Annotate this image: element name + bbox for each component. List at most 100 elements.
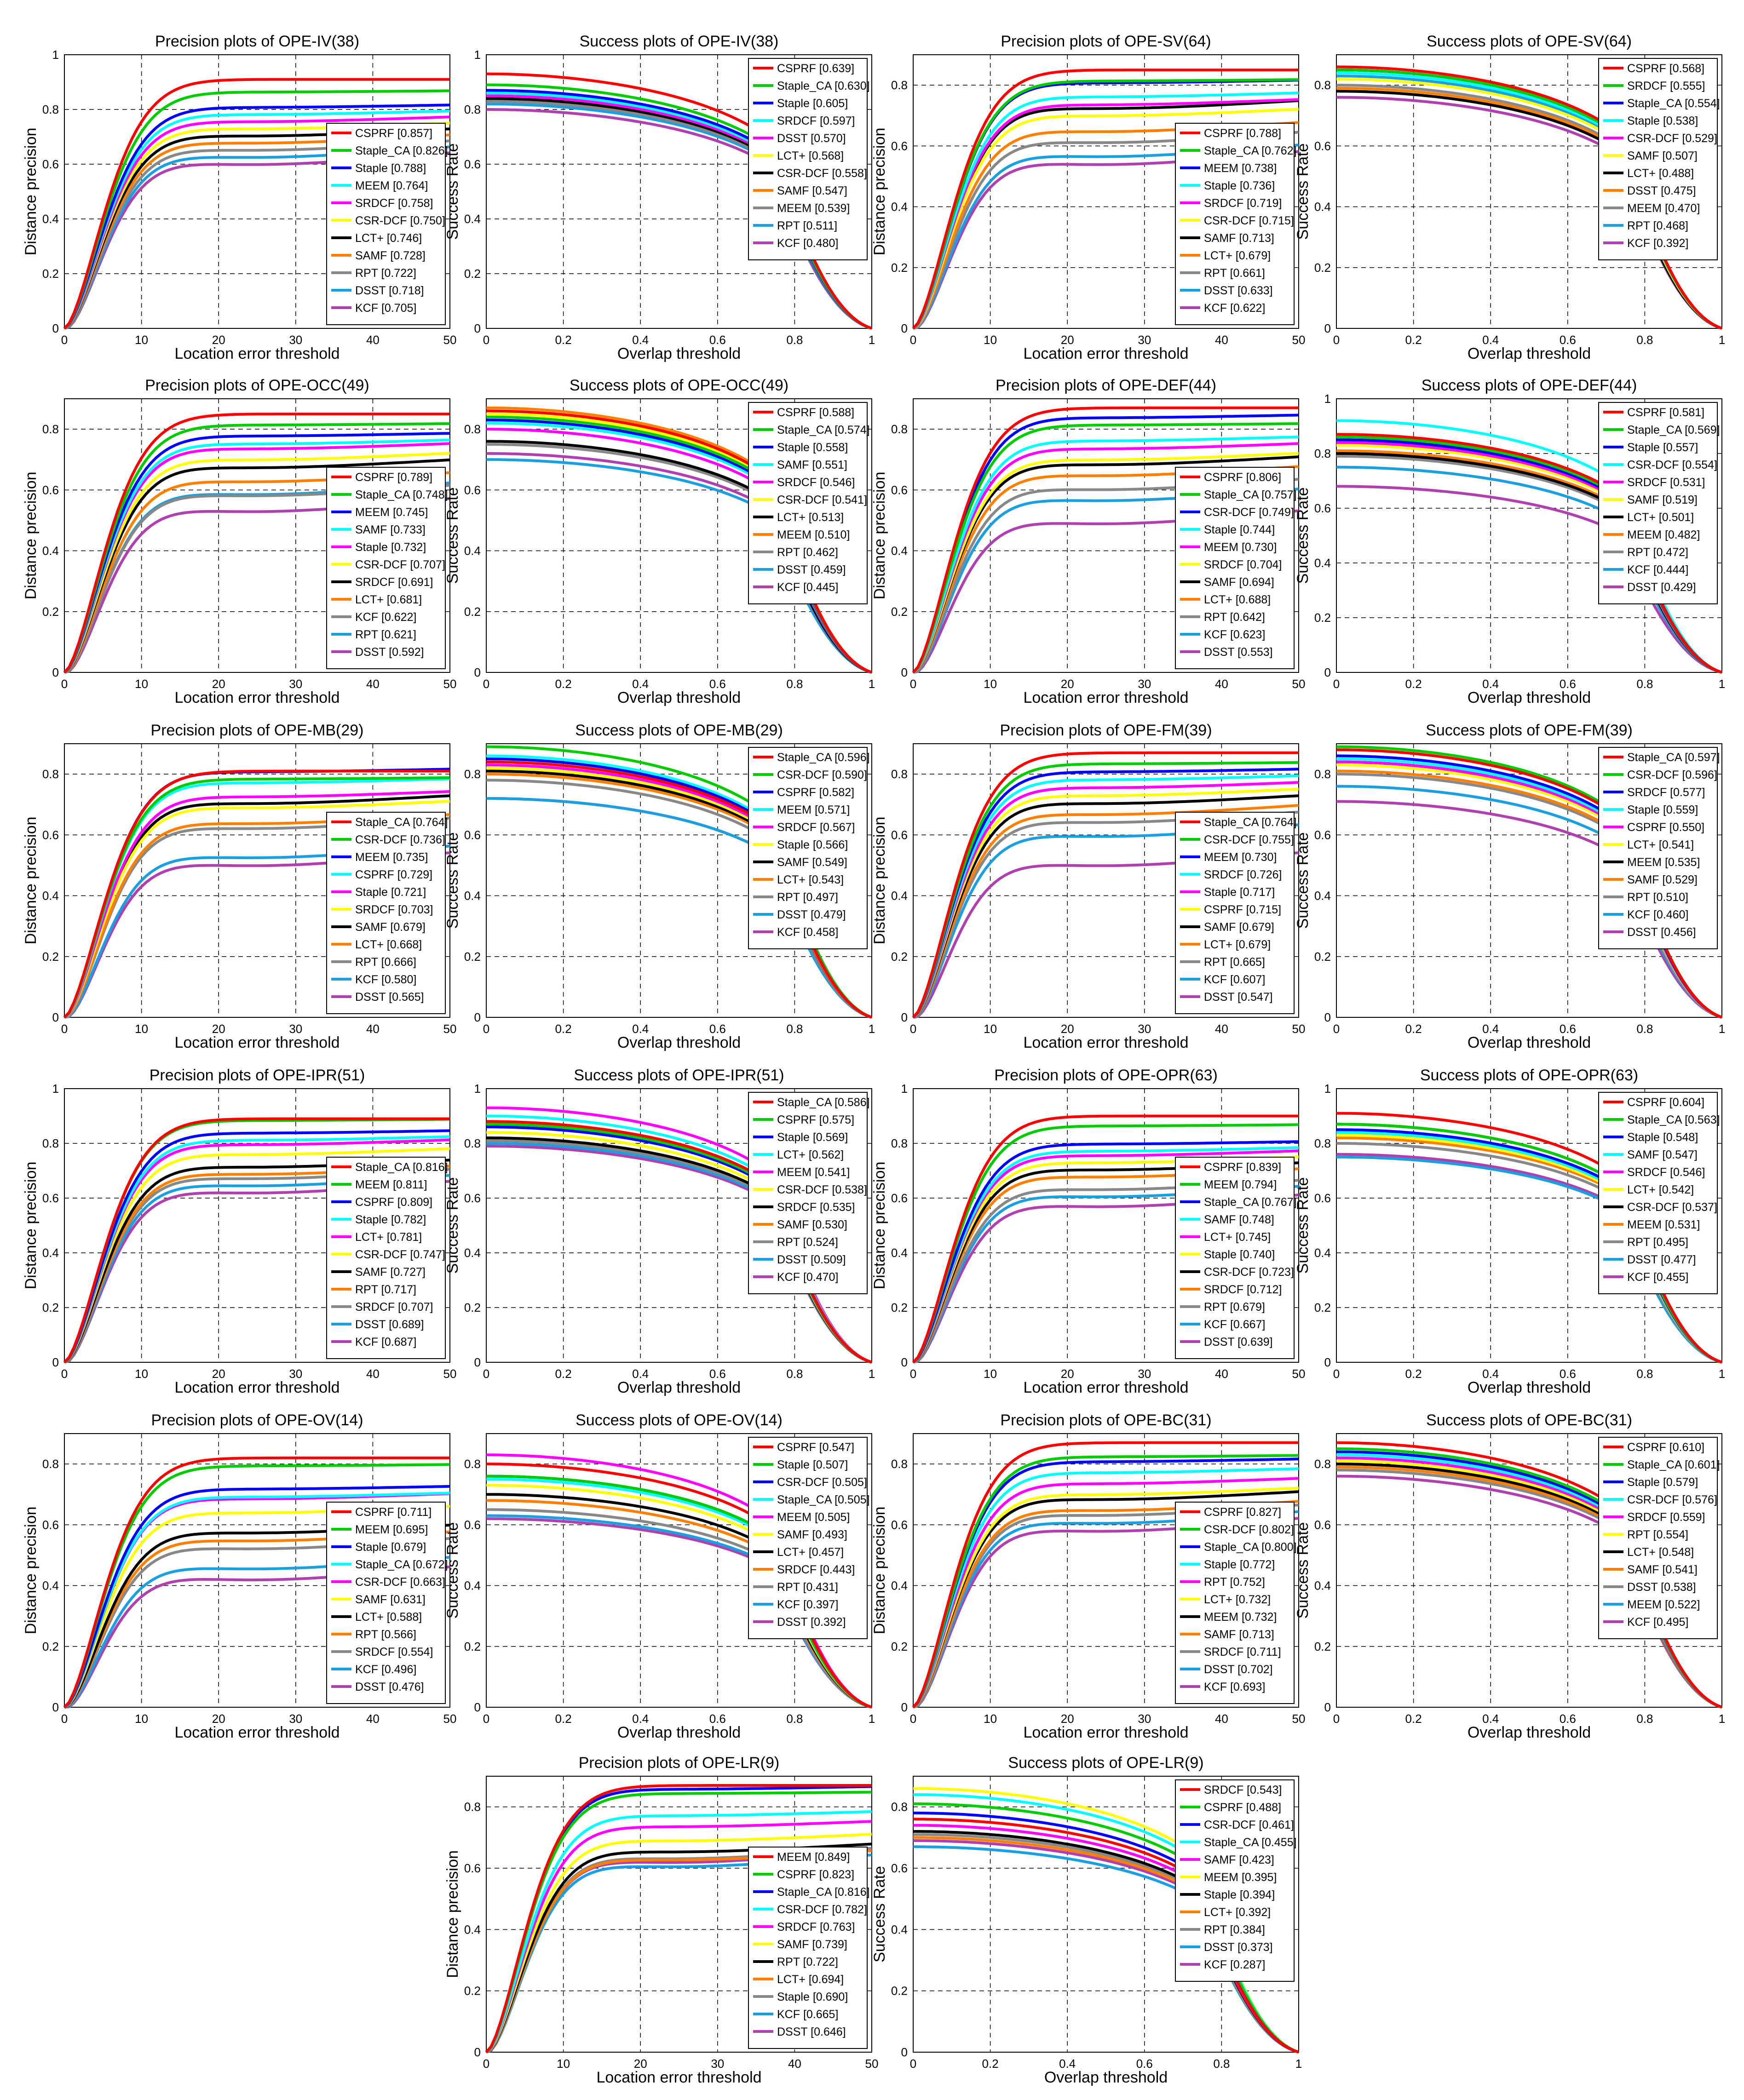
chart-title: Success plots of OPE-SV(64) — [1427, 33, 1632, 50]
x-tick-label: 40 — [366, 1367, 380, 1381]
x-tick-label: 30 — [1138, 1367, 1151, 1381]
legend-entry: KCF [0.445] — [777, 581, 838, 594]
y-axis-label: Success Rate — [444, 488, 461, 584]
x-tick-label: 0.6 — [709, 1022, 726, 1036]
y-tick-label: 0 — [901, 2045, 908, 2059]
legend: Staple_CA [0.816] MEEM [0.811] CSPRF [0.80… — [326, 1157, 448, 1359]
y-tick-label: 0.6 — [42, 483, 59, 497]
legend-entry: SRDCF [0.559] — [1627, 1511, 1705, 1524]
x-tick-label: 0.6 — [709, 333, 726, 347]
legend-entry: DSST [0.479] — [777, 908, 846, 921]
legend-entry: Staple [0.605] — [777, 97, 848, 110]
x-tick-label: 0.4 — [632, 677, 649, 691]
legend-entry: RPT [0.717] — [355, 1283, 416, 1296]
legend-entry: MEEM [0.738] — [1204, 162, 1277, 175]
x-tick-label: 1 — [1719, 1367, 1725, 1381]
y-tick-label: 0 — [1324, 1700, 1331, 1714]
legend-entry: RPT [0.524] — [777, 1236, 838, 1249]
legend-entry: RPT [0.661] — [1204, 267, 1265, 280]
y-tick-label: 0 — [52, 321, 59, 335]
x-axis-label: Overlap threshold — [1468, 345, 1591, 362]
legend-entry: SAMF [0.713] — [1204, 1628, 1274, 1641]
y-tick-label: 0.4 — [464, 1922, 481, 1936]
legend-entry: Staple [0.679] — [355, 1541, 426, 1554]
y-tick-label: 0.8 — [464, 767, 481, 781]
chart-panel-13: 0 10 20 30 40 50 0 0.2 0.4 0.6 0.8 1 Precision plots… — [22, 1067, 456, 1396]
x-tick-label: 40 — [366, 333, 380, 347]
legend-entry: SAMF [0.551] — [777, 459, 847, 471]
legend-entry: KCF [0.667] — [1204, 1318, 1265, 1331]
y-tick-label: 1 — [474, 1082, 481, 1096]
legend-entry: CSPRF [0.715] — [1204, 903, 1281, 916]
legend-entry: DSST [0.646] — [777, 2025, 846, 2038]
y-tick-label: 0 — [901, 1355, 908, 1369]
x-tick-label: 0 — [61, 1712, 68, 1726]
x-tick-label: 0.4 — [1482, 677, 1499, 691]
legend-entry: MEEM [0.510] — [777, 528, 850, 541]
legend-entry: SAMF [0.547] — [1627, 1148, 1698, 1161]
y-tick-label: 0.4 — [42, 1579, 59, 1593]
x-tick-label: 0.2 — [555, 1367, 572, 1381]
y-tick-label: 0.4 — [42, 544, 59, 558]
y-axis-label: Success Rate — [1294, 1522, 1312, 1619]
y-tick-label: 0.2 — [1314, 261, 1331, 275]
legend-entry: LCT+ [0.694] — [777, 1973, 844, 1986]
y-tick-label: 0.6 — [42, 157, 59, 171]
legend-entry: Staple_CA [0.563] — [1627, 1113, 1720, 1126]
chart-title: Success plots of OPE-OCC(49) — [570, 377, 789, 394]
y-tick-label: 0.2 — [464, 1984, 481, 1998]
y-tick-label: 0.6 — [1314, 139, 1331, 153]
x-tick-label: 0 — [483, 333, 489, 347]
x-tick-label: 0.8 — [786, 1712, 803, 1726]
x-tick-label: 0.6 — [1560, 1367, 1576, 1381]
x-tick-label: 30 — [289, 677, 302, 691]
legend-entry: Staple_CA [0.826] — [355, 144, 448, 157]
x-tick-label: 20 — [1061, 333, 1074, 347]
y-tick-label: 0.6 — [464, 1191, 481, 1205]
y-tick-label: 0.6 — [464, 483, 481, 497]
chart-title: Precision plots of OPE-LR(9) — [579, 1754, 780, 1772]
legend-entry: CSR-DCF [0.576] — [1627, 1493, 1717, 1506]
x-tick-label: 0 — [61, 677, 68, 691]
x-axis-label: Location error threshold — [1023, 689, 1188, 706]
chart-title: Precision plots of OPE-OV(14) — [151, 1411, 363, 1429]
y-tick-label: 0.2 — [42, 1640, 59, 1653]
x-tick-label: 20 — [1061, 1712, 1074, 1726]
x-tick-label: 0.2 — [1405, 1712, 1422, 1726]
x-axis-label: Location error threshold — [1023, 1379, 1188, 1396]
legend: MEEM [0.849] CSPRF [0.823] Staple_CA [0.81… — [748, 1847, 870, 2049]
y-tick-label: 0.2 — [42, 1301, 59, 1314]
legend-entry: CSR-DCF [0.537] — [1627, 1201, 1717, 1214]
y-tick-label: 0.2 — [891, 605, 908, 619]
chart-title: Success plots of OPE-IPR(51) — [574, 1067, 784, 1084]
x-tick-label: 0.4 — [1482, 1367, 1499, 1381]
y-axis-label: Success Rate — [1294, 1177, 1312, 1274]
legend-entry: RPT [0.495] — [1627, 1236, 1688, 1249]
y-axis-label: Success Rate — [1294, 832, 1312, 929]
legend-entry: CSPRF [0.711] — [355, 1506, 432, 1519]
y-tick-label: 0.8 — [891, 1800, 908, 1814]
legend: CSPRF [0.857] Staple_CA [0.826] Staple [0.… — [326, 123, 448, 325]
x-tick-label: 0.6 — [709, 1367, 726, 1381]
series-line — [912, 69, 1299, 330]
x-tick-label: 50 — [1292, 333, 1306, 347]
y-axis-label: Success Rate — [444, 1522, 461, 1619]
x-tick-label: 50 — [443, 1022, 457, 1036]
chart-panel-18: 0 0.2 0.4 0.6 0.8 1 0 0.2 0.4 0.6 0.8 Success plots… — [444, 1411, 875, 1741]
y-tick-label: 0 — [474, 321, 481, 335]
legend-entry: Staple [0.740] — [1204, 1248, 1275, 1261]
x-tick-label: 40 — [1215, 677, 1228, 691]
legend-entry: LCT+ [0.541] — [1627, 838, 1694, 851]
y-tick-label: 0.8 — [464, 1136, 481, 1150]
x-tick-label: 0.8 — [786, 333, 803, 347]
x-axis-label: Overlap threshold — [617, 345, 741, 362]
x-tick-label: 0.8 — [1636, 1022, 1653, 1036]
legend-entry: KCF [0.622] — [355, 611, 416, 624]
y-tick-label: 0.4 — [464, 544, 481, 558]
x-tick-label: 50 — [865, 2057, 879, 2071]
y-tick-label: 0 — [474, 666, 481, 679]
legend-entry: DSST [0.689] — [355, 1318, 424, 1331]
y-tick-label: 0.6 — [464, 1861, 481, 1875]
y-axis-label: Success Rate — [444, 832, 461, 929]
